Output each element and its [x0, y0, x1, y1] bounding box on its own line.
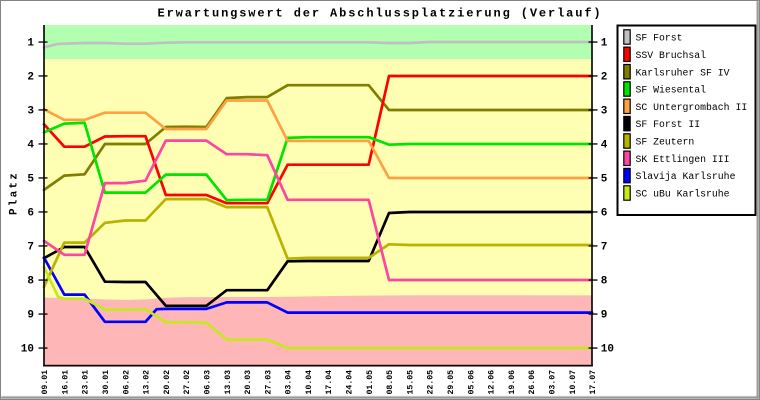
- svg-text:9: 9: [27, 310, 34, 322]
- svg-text:27.02: 27.02: [183, 370, 192, 395]
- svg-text:3: 3: [27, 106, 34, 118]
- svg-text:23.01: 23.01: [82, 370, 91, 395]
- svg-text:10: 10: [601, 344, 614, 356]
- svg-text:19.06: 19.06: [508, 370, 517, 395]
- svg-text:20.03: 20.03: [244, 370, 253, 395]
- svg-text:10: 10: [21, 344, 34, 356]
- svg-text:06.03: 06.03: [204, 370, 213, 395]
- svg-text:SF Wiesental: SF Wiesental: [636, 85, 707, 96]
- svg-text:9: 9: [601, 310, 608, 322]
- svg-text:7: 7: [601, 242, 608, 254]
- svg-text:05.06: 05.06: [467, 370, 476, 395]
- svg-text:27.03: 27.03: [264, 370, 273, 395]
- svg-text:26.06: 26.06: [528, 370, 537, 395]
- svg-text:SF Forst II: SF Forst II: [636, 119, 701, 130]
- svg-text:5: 5: [601, 174, 608, 186]
- svg-text:22.05: 22.05: [427, 370, 436, 395]
- svg-text:08.05: 08.05: [386, 370, 395, 395]
- svg-text:20.02: 20.02: [163, 370, 172, 395]
- svg-text:09.01: 09.01: [41, 370, 50, 395]
- svg-text:24.04: 24.04: [346, 370, 355, 395]
- svg-text:Karlsruher SF IV: Karlsruher SF IV: [636, 67, 730, 78]
- svg-text:SK Ettlingen III: SK Ettlingen III: [636, 154, 730, 165]
- svg-text:SF Forst: SF Forst: [636, 33, 683, 44]
- svg-text:4: 4: [27, 140, 34, 152]
- svg-text:16.01: 16.01: [61, 370, 70, 395]
- svg-text:Erwartungswert der Abschlusspl: Erwartungswert der Abschlussplatzierung …: [158, 7, 603, 21]
- svg-text:1: 1: [27, 38, 34, 50]
- svg-text:7: 7: [27, 242, 34, 254]
- svg-text:Slavija Karlsruhe: Slavija Karlsruhe: [636, 171, 736, 182]
- svg-text:8: 8: [601, 276, 608, 288]
- svg-text:3: 3: [601, 106, 608, 118]
- svg-text:SF Zeutern: SF Zeutern: [636, 137, 695, 148]
- svg-text:03.04: 03.04: [285, 370, 294, 395]
- svg-text:6: 6: [601, 208, 608, 220]
- svg-text:30.01: 30.01: [102, 370, 111, 395]
- svg-text:5: 5: [27, 174, 34, 186]
- svg-text:SC uBu Karlsruhe: SC uBu Karlsruhe: [636, 189, 730, 200]
- svg-text:17.07: 17.07: [589, 370, 598, 395]
- svg-text:10.07: 10.07: [569, 370, 578, 395]
- svg-text:2: 2: [27, 72, 34, 84]
- svg-text:1: 1: [601, 38, 608, 50]
- svg-text:8: 8: [27, 276, 34, 288]
- svg-text:12.06: 12.06: [488, 370, 497, 395]
- svg-text:01.05: 01.05: [366, 370, 375, 395]
- svg-text:29.05: 29.05: [447, 370, 456, 395]
- svg-text:2: 2: [601, 72, 608, 84]
- svg-text:15.05: 15.05: [406, 370, 415, 395]
- svg-text:06.02: 06.02: [122, 370, 131, 395]
- svg-text:4: 4: [601, 140, 608, 152]
- svg-text:13.03: 13.03: [224, 370, 233, 395]
- svg-text:13.02: 13.02: [143, 370, 152, 395]
- svg-text:10.04: 10.04: [305, 370, 314, 395]
- svg-text:17.04: 17.04: [325, 370, 334, 395]
- svg-text:SC Untergrombach II: SC Untergrombach II: [636, 102, 748, 113]
- svg-text:SSV Bruchsal: SSV Bruchsal: [636, 50, 707, 61]
- svg-text:Platz: Platz: [9, 171, 21, 215]
- svg-text:6: 6: [27, 208, 34, 220]
- svg-text:03.07: 03.07: [549, 370, 558, 395]
